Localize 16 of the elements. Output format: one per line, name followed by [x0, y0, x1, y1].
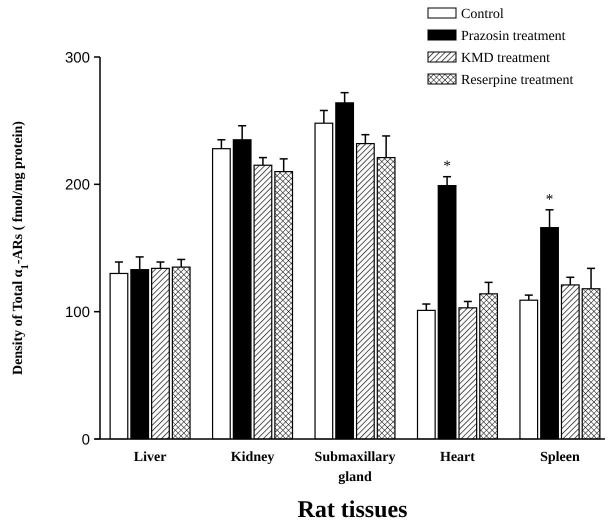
y-tick-label: 200 — [64, 176, 90, 194]
y-tick-label: 300 — [64, 49, 90, 66]
y-tick-label: 0 — [82, 431, 90, 448]
legend-label: Control — [461, 7, 504, 22]
x-tick-label: Spleen — [540, 450, 580, 465]
x-tick-label: Liver — [134, 450, 166, 465]
x-tick-label: Kidney — [230, 450, 274, 465]
legend-label: KMD treatment — [461, 51, 550, 66]
legend-label: Prazosin treatment — [461, 29, 566, 44]
x-tick-label: Heart — [440, 450, 476, 465]
legend-label: Reserpine treatment — [461, 73, 574, 88]
annotation: * — [546, 192, 554, 208]
x-tick-label: Submaxillary gland — [314, 450, 396, 485]
y-tick-label: 100 — [64, 304, 90, 321]
x-axis-title: Rat tissues — [297, 497, 408, 523]
annotation: * — [443, 158, 451, 175]
